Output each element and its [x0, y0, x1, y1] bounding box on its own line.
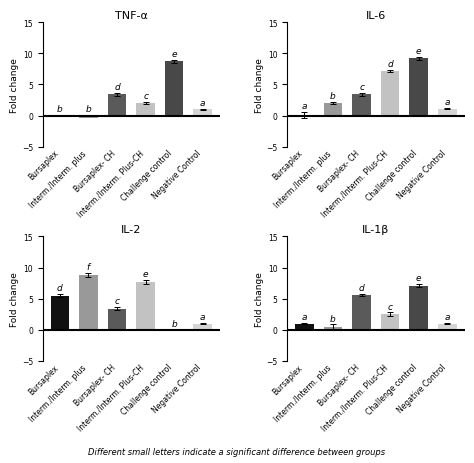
Bar	[51, 116, 69, 118]
Bar	[108, 309, 126, 330]
Text: c: c	[359, 82, 364, 92]
Text: d: d	[57, 284, 63, 293]
Bar	[193, 110, 212, 116]
Y-axis label: Fold change: Fold change	[255, 58, 264, 113]
Y-axis label: Fold change: Fold change	[10, 58, 19, 113]
Title: IL-2: IL-2	[121, 225, 141, 235]
Y-axis label: Fold change: Fold change	[10, 272, 19, 326]
Title: TNF-α: TNF-α	[115, 11, 148, 21]
Text: a: a	[301, 102, 307, 111]
Title: IL-1β: IL-1β	[362, 225, 390, 235]
Text: d: d	[359, 283, 365, 292]
Text: c: c	[388, 302, 392, 311]
Bar	[410, 59, 428, 116]
Text: f: f	[87, 263, 90, 272]
Bar	[165, 63, 183, 116]
Text: d: d	[387, 60, 393, 69]
Text: e: e	[172, 50, 177, 59]
Text: a: a	[200, 312, 206, 321]
Text: b: b	[330, 92, 336, 101]
Title: IL-6: IL-6	[366, 11, 386, 21]
Bar	[51, 296, 69, 330]
Bar	[438, 110, 456, 116]
Bar	[137, 282, 155, 330]
Text: Different small letters indicate a significant difference between groups: Different small letters indicate a signi…	[89, 447, 385, 456]
Bar	[352, 295, 371, 330]
Text: b: b	[171, 319, 177, 328]
Bar	[165, 330, 183, 331]
Text: a: a	[200, 99, 206, 107]
Text: c: c	[143, 92, 148, 101]
Text: e: e	[416, 47, 421, 56]
Bar	[79, 116, 98, 119]
Bar	[381, 314, 400, 330]
Bar	[137, 104, 155, 116]
Text: e: e	[416, 274, 421, 283]
Text: a: a	[301, 312, 307, 321]
Bar	[438, 324, 456, 330]
Bar	[410, 286, 428, 330]
Text: d: d	[114, 83, 120, 92]
Text: b: b	[330, 314, 336, 323]
Bar	[324, 327, 342, 330]
Bar	[381, 72, 400, 116]
Text: a: a	[445, 312, 450, 321]
Bar	[295, 324, 314, 330]
Text: a: a	[445, 98, 450, 107]
Bar	[79, 275, 98, 330]
Text: b: b	[57, 105, 63, 114]
Text: e: e	[143, 269, 148, 279]
Bar	[193, 324, 212, 330]
Text: b: b	[85, 105, 91, 114]
Text: c: c	[115, 297, 119, 306]
Bar	[324, 104, 342, 116]
Y-axis label: Fold change: Fold change	[255, 272, 264, 326]
Bar	[352, 95, 371, 116]
Bar	[108, 95, 126, 116]
